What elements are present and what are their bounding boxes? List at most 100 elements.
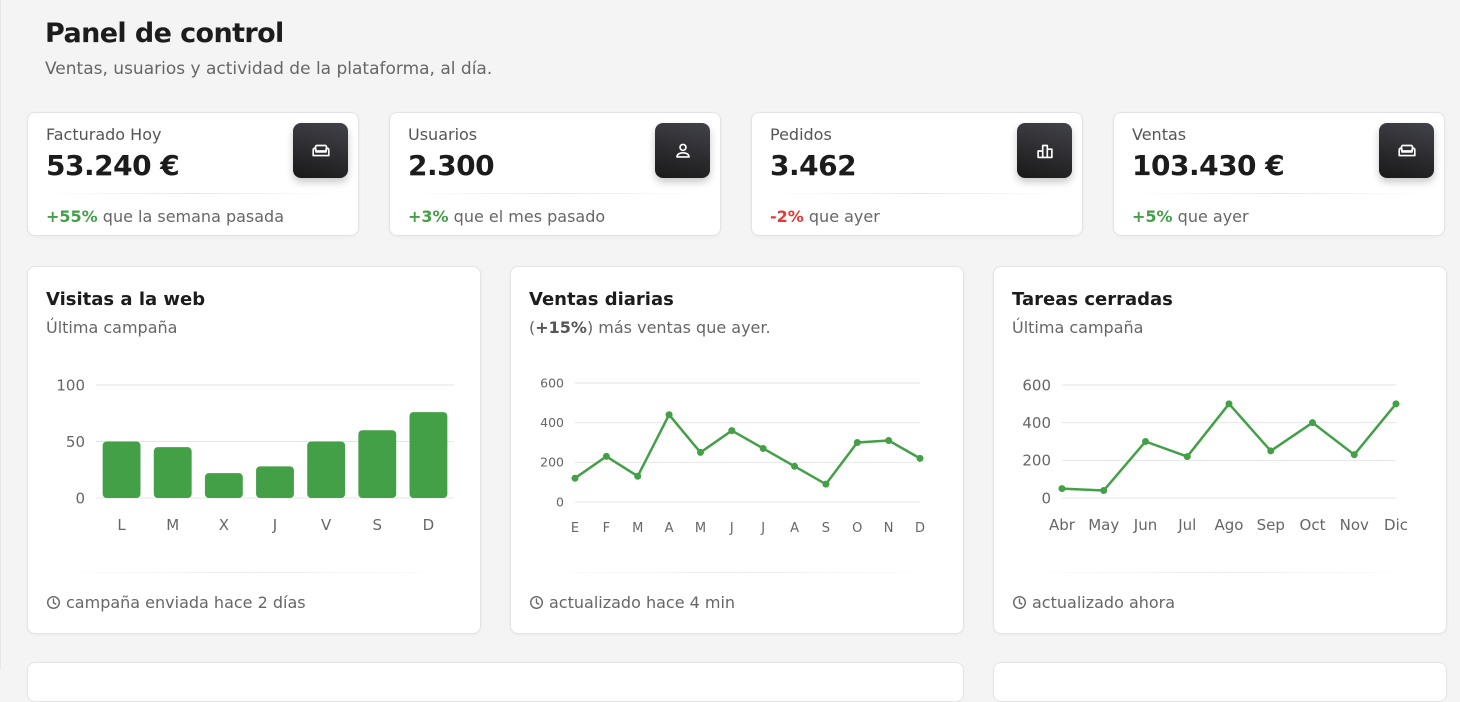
x-tick-label: D — [915, 521, 925, 536]
line-chart: 0 200 400 600 E F M A M J J A S O N D — [540, 375, 925, 536]
bottom-card — [27, 662, 964, 702]
stat-card-ventas: Ventas 103.430 € +5% que ayer — [1113, 112, 1445, 236]
stat-footer: +3% que el mes pasado — [408, 207, 605, 226]
x-tick-label: Oct — [1300, 516, 1326, 534]
stat-delta: -2% — [770, 207, 804, 226]
stat-value: 2.300 — [408, 149, 495, 182]
divider — [1012, 572, 1428, 573]
stat-label: Usuarios — [408, 125, 478, 144]
x-tick-label: May — [1088, 516, 1119, 534]
x-tick-label: F — [603, 521, 610, 536]
x-tick-label: A — [665, 521, 674, 536]
stat-value: 3.462 — [770, 149, 857, 182]
clock-icon — [46, 595, 61, 610]
y-tick-label: 0 — [1041, 489, 1051, 507]
chart-subtitle: Última campaña — [1012, 318, 1144, 337]
bar-chart: 0 50 100 L M X J V S D — [56, 376, 454, 534]
bar — [307, 441, 346, 498]
stat-card-pedidos: Pedidos 3.462 -2% que ayer — [751, 112, 1083, 236]
chart-footer-text: actualizado hace 4 min — [549, 593, 736, 612]
data-point — [571, 474, 579, 482]
bar — [204, 473, 243, 498]
data-point — [853, 439, 861, 446]
chart-card-tareas: Tareas cerradas Última campaña 0 200 400 60… — [993, 266, 1447, 634]
chart-title: Visitas a la web — [46, 289, 206, 310]
chart-footer-text: campaña enviada hace 2 días — [66, 593, 306, 612]
stat-card-usuarios: Usuarios 2.300 +3% que el mes pasado — [389, 112, 721, 236]
y-tick-label: 600 — [540, 375, 564, 390]
stat-footer-text: que ayer — [803, 207, 880, 226]
data-point — [696, 448, 704, 456]
divider — [1132, 193, 1426, 194]
page-subtitle: Ventas, usuarios y actividad de la plata… — [45, 59, 493, 79]
x-tick-label: Ago — [1215, 516, 1244, 534]
stat-label: Ventas — [1132, 125, 1187, 144]
data-point — [634, 472, 642, 480]
divider — [46, 193, 340, 194]
x-tick-label: Nov — [1340, 516, 1369, 534]
stat-card-facturado: Facturado Hoy 53.240 € +55% que la seman… — [27, 112, 359, 236]
chart-subtitle: (+15%) más ventas que ayer. — [529, 318, 771, 337]
subtitle-highlight: +15% — [535, 318, 587, 337]
stat-value: 103.430 € — [1132, 149, 1285, 182]
y-tick-label: 100 — [56, 376, 85, 394]
chart-title: Ventas diarias — [529, 289, 674, 310]
chart-footer: actualizado hace 4 min — [529, 593, 735, 612]
x-tick-label: M — [632, 521, 643, 536]
chart-footer: actualizado ahora — [1012, 593, 1175, 612]
chart-footer-text: actualizado ahora — [1032, 593, 1176, 612]
x-tick-label: O — [852, 521, 862, 536]
stat-delta: +5% — [1132, 207, 1173, 226]
stat-footer: -2% que ayer — [770, 207, 880, 226]
page-header: Panel de control Ventas, usuarios y acti… — [45, 18, 492, 79]
data-point — [1225, 400, 1233, 408]
x-tick-label: M — [695, 521, 706, 536]
line-chart: 0 200 400 600 Abr May Jun Jul Ago Sep Oct Nov Dic — [1022, 376, 1408, 534]
x-tick-label: Jul — [1177, 516, 1196, 534]
data-point — [822, 480, 830, 488]
divider — [770, 193, 1064, 194]
y-tick-label: 200 — [1022, 452, 1051, 470]
bar — [256, 466, 294, 498]
x-tick-label: Jun — [1133, 516, 1157, 534]
bar — [409, 412, 448, 498]
y-tick-label: 400 — [540, 415, 564, 430]
stat-label: Pedidos — [770, 125, 832, 144]
data-point — [728, 427, 736, 435]
series-line — [1061, 402, 1397, 492]
data-point — [665, 411, 673, 419]
chart-footer: campaña enviada hace 2 días — [46, 593, 306, 612]
clock-icon — [529, 595, 544, 610]
data-point — [1183, 453, 1191, 461]
data-point — [759, 444, 767, 452]
x-tick-label: V — [321, 516, 332, 534]
data-point — [1100, 486, 1108, 494]
x-tick-label: J — [729, 521, 734, 536]
y-tick-label: 50 — [66, 433, 85, 451]
x-tick-label: L — [117, 516, 126, 534]
sofa-icon — [1379, 123, 1434, 178]
chart-title: Tareas cerradas — [1012, 289, 1173, 310]
stat-delta: +55% — [46, 207, 98, 226]
divider — [529, 572, 945, 573]
x-tick-label: N — [884, 521, 894, 536]
x-tick-label: J — [760, 521, 765, 536]
data-point — [791, 462, 799, 470]
x-tick-label: E — [571, 521, 579, 536]
stat-footer-text: que el mes pasado — [448, 207, 606, 226]
x-tick-label: M — [166, 516, 179, 534]
x-tick-label: D — [423, 516, 435, 534]
chart-card-ventas-diarias: Ventas diarias (+15%) más ventas que aye… — [510, 266, 964, 634]
bar — [153, 447, 192, 498]
y-tick-label: 600 — [1022, 376, 1051, 394]
y-tick-label: 200 — [540, 455, 564, 470]
x-tick-label: A — [790, 521, 799, 536]
bar — [102, 441, 141, 498]
y-tick-label: 0 — [556, 494, 564, 509]
divider — [46, 572, 462, 573]
divider — [408, 193, 702, 194]
person-icon — [655, 123, 710, 178]
chart-subtitle: Última campaña — [46, 318, 178, 337]
x-tick-label: S — [822, 521, 830, 536]
sofa-icon — [293, 123, 348, 178]
